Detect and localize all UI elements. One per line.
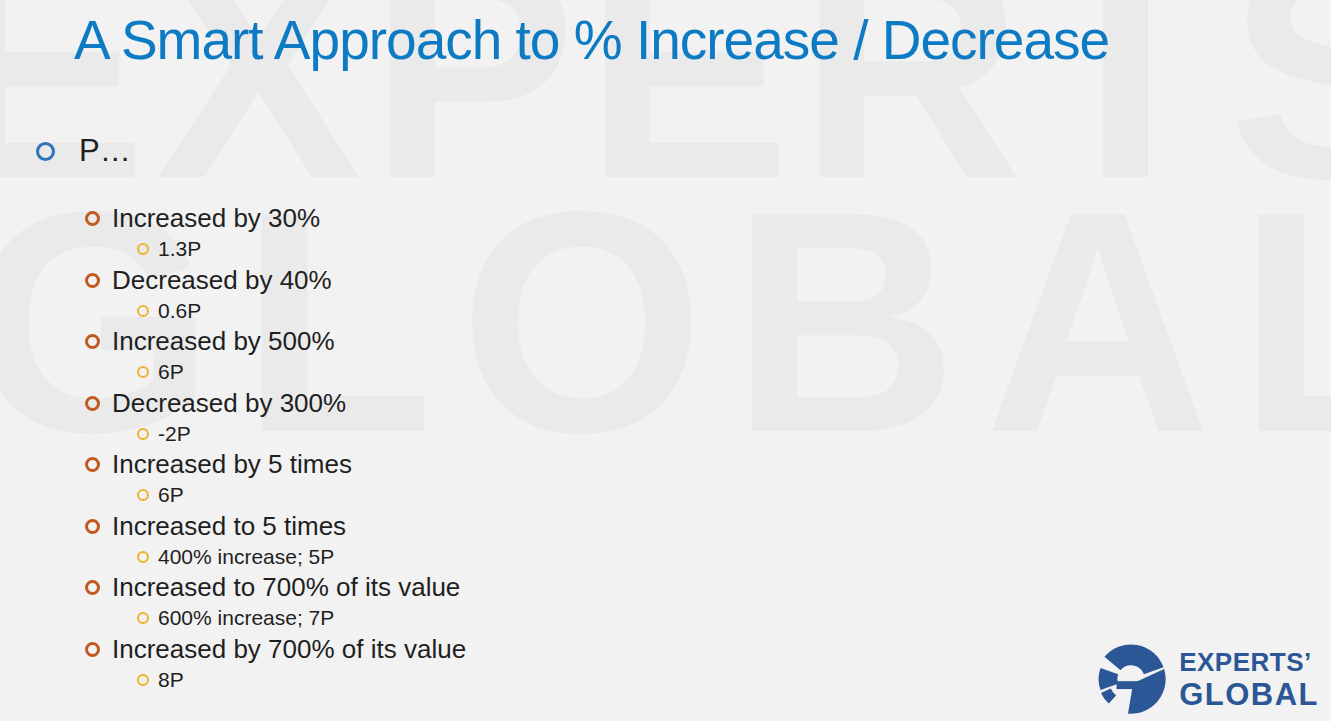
brand-name-line1: EXPERTS’ — [1179, 649, 1319, 675]
list-item-sub-row: 600% increase; 7P — [137, 603, 466, 634]
list-item-sub-row: 1.3P — [137, 234, 466, 265]
list-item-sub-row: -2P — [137, 419, 466, 450]
brand-logo: EXPERTS’ GLOBAL — [1093, 643, 1319, 715]
item-result-label: 400% increase; 5P — [158, 545, 334, 569]
circle-bullet-level2-icon — [85, 457, 100, 472]
item-label: Increased by 30% — [112, 203, 320, 234]
list-item: Decreased by 40% 0.6P — [85, 265, 466, 327]
list-item: Increased by 5 times 6P — [85, 449, 466, 511]
circle-bullet-level2-icon — [85, 396, 100, 411]
circle-bullet-level2-icon — [85, 273, 100, 288]
item-label: Increased by 5 times — [112, 449, 352, 480]
list-item-main-row: Increased by 700% of its value — [85, 634, 466, 665]
item-result-label: 6P — [158, 360, 184, 384]
list-item-main-row: Decreased by 300% — [85, 388, 466, 419]
brand-name-line2: GLOBAL — [1179, 679, 1319, 710]
circle-bullet-level1-icon — [36, 142, 55, 161]
list-item-main-row: Increased by 500% — [85, 326, 466, 357]
brand-logo-mark-icon — [1093, 643, 1169, 715]
circle-bullet-level3-icon — [137, 674, 149, 686]
circle-bullet-level2-icon — [85, 642, 100, 657]
brand-logo-text: EXPERTS’ GLOBAL — [1179, 649, 1319, 710]
intro-label: P… — [79, 133, 131, 169]
item-label: Increased by 700% of its value — [112, 634, 466, 665]
intro-bullet-row: P… — [36, 133, 131, 169]
item-label: Increased by 500% — [112, 326, 335, 357]
list-item: Increased to 5 times 400% increase; 5P — [85, 511, 466, 573]
list-item: Increased by 700% of its value 8P — [85, 634, 466, 696]
circle-bullet-level3-icon — [137, 428, 149, 440]
slide-root: EXPERTS GLOBAL A Smart Approach to % Inc… — [0, 0, 1331, 721]
circle-bullet-level2-icon — [85, 519, 100, 534]
list-item-main-row: Increased to 5 times — [85, 511, 466, 542]
item-label: Decreased by 40% — [112, 265, 332, 296]
list-item-sub-row: 0.6P — [137, 296, 466, 327]
item-label: Increased to 700% of its value — [112, 572, 460, 603]
list-item-main-row: Decreased by 40% — [85, 265, 466, 296]
item-label: Increased to 5 times — [112, 511, 346, 542]
list-item: Increased to 700% of its value 600% incr… — [85, 572, 466, 634]
circle-bullet-level3-icon — [137, 551, 149, 563]
list-item-main-row: Increased by 5 times — [85, 449, 466, 480]
circle-bullet-level2-icon — [85, 211, 100, 226]
item-result-label: 600% increase; 7P — [158, 606, 334, 630]
circle-bullet-level3-icon — [137, 366, 149, 378]
concept-list: Increased by 30% 1.3P Decreased by 40% 0… — [85, 203, 466, 695]
item-result-label: -2P — [158, 422, 191, 446]
list-item: Decreased by 300% -2P — [85, 388, 466, 450]
list-item-main-row: Increased by 30% — [85, 203, 466, 234]
item-result-label: 1.3P — [158, 237, 201, 261]
item-result-label: 0.6P — [158, 299, 201, 323]
item-result-label: 8P — [158, 668, 184, 692]
circle-bullet-level3-icon — [137, 612, 149, 624]
circle-bullet-level2-icon — [85, 580, 100, 595]
list-item: Increased by 30% 1.3P — [85, 203, 466, 265]
item-result-label: 6P — [158, 483, 184, 507]
list-item-sub-row: 6P — [137, 480, 466, 511]
list-item-sub-row: 8P — [137, 665, 466, 696]
list-item-main-row: Increased to 700% of its value — [85, 572, 466, 603]
circle-bullet-level3-icon — [137, 243, 149, 255]
circle-bullet-level3-icon — [137, 305, 149, 317]
page-title: A Smart Approach to % Increase / Decreas… — [74, 8, 1109, 72]
list-item: Increased by 500% 6P — [85, 326, 466, 388]
item-label: Decreased by 300% — [112, 388, 346, 419]
circle-bullet-level2-icon — [85, 334, 100, 349]
circle-bullet-level3-icon — [137, 489, 149, 501]
list-item-sub-row: 6P — [137, 357, 466, 388]
list-item-sub-row: 400% increase; 5P — [137, 542, 466, 573]
